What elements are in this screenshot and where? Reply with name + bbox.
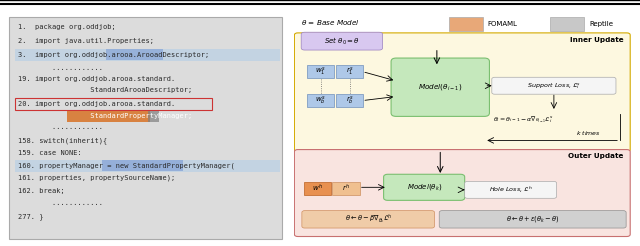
FancyBboxPatch shape <box>102 160 183 171</box>
Text: Set $\theta_0 = \theta$: Set $\theta_0 = \theta$ <box>324 35 360 47</box>
Text: $w_1^s$: $w_1^s$ <box>316 65 326 77</box>
Text: 1.  package org.oddjob;: 1. package org.oddjob; <box>18 24 115 30</box>
FancyBboxPatch shape <box>9 17 282 239</box>
Text: $\theta_i = \theta_{i-1} - \alpha \nabla_{\theta_{i-1}} \mathcal{L}_i^s$: $\theta_i = \theta_{i-1} - \alpha \nabla… <box>493 114 553 125</box>
Text: 160. propertyManager = new StandardPropertyManager(: 160. propertyManager = new StandardPrope… <box>18 162 234 169</box>
Text: Reptile: Reptile <box>589 21 614 27</box>
FancyBboxPatch shape <box>332 182 360 195</box>
Text: Outer Update: Outer Update <box>568 153 623 159</box>
Text: 277. }: 277. } <box>18 214 43 220</box>
FancyBboxPatch shape <box>15 160 280 171</box>
Text: $w^h$: $w^h$ <box>312 183 323 194</box>
Text: $\theta \leftarrow \theta + \epsilon(\theta_k - \theta)$: $\theta \leftarrow \theta + \epsilon(\th… <box>506 214 559 224</box>
Text: 158. switch(inherit){: 158. switch(inherit){ <box>18 137 107 144</box>
FancyBboxPatch shape <box>383 174 465 200</box>
FancyBboxPatch shape <box>302 211 435 228</box>
FancyBboxPatch shape <box>301 32 383 50</box>
Text: $Model(\theta_{i-1})$: $Model(\theta_{i-1})$ <box>418 82 462 92</box>
Text: $r^h$: $r^h$ <box>342 183 350 194</box>
FancyBboxPatch shape <box>307 94 335 107</box>
FancyBboxPatch shape <box>336 65 364 78</box>
Text: $Model(\theta_k)$: $Model(\theta_k)$ <box>406 182 442 192</box>
FancyBboxPatch shape <box>148 111 159 122</box>
FancyBboxPatch shape <box>307 65 335 78</box>
Text: 162. break;: 162. break; <box>18 188 65 194</box>
FancyBboxPatch shape <box>492 77 616 94</box>
Text: 3.  import org.oddjob.arooa.ArooadDescriptor;: 3. import org.oddjob.arooa.ArooadDescrip… <box>18 52 209 58</box>
Text: 2.  import java.util.Properties;: 2. import java.util.Properties; <box>18 38 154 44</box>
Text: ............: ............ <box>18 200 102 206</box>
Text: 161. properties, propertySourceName);: 161. properties, propertySourceName); <box>18 175 175 181</box>
Text: 159. case NONE:: 159. case NONE: <box>18 150 81 156</box>
Text: StandardPropertyManager;: StandardPropertyManager; <box>18 113 192 119</box>
FancyBboxPatch shape <box>67 111 150 122</box>
Text: $r_1^s$: $r_1^s$ <box>346 65 353 77</box>
FancyBboxPatch shape <box>15 49 280 61</box>
Text: FOMAML: FOMAML <box>488 21 518 27</box>
FancyBboxPatch shape <box>294 33 630 152</box>
Text: $r_b^s$: $r_b^s$ <box>346 95 353 107</box>
Text: Inner Update: Inner Update <box>570 37 623 44</box>
Text: $\theta \leftarrow \theta - \beta \nabla_{\theta_k} \mathcal{L}^h$: $\theta \leftarrow \theta - \beta \nabla… <box>344 213 392 226</box>
Text: $w_b^s$: $w_b^s$ <box>316 95 326 107</box>
Text: ............: ............ <box>18 124 102 130</box>
Text: 20. import org.oddjob.arooa.standard.: 20. import org.oddjob.arooa.standard. <box>18 101 175 107</box>
Text: StandardArooaDescriptor;: StandardArooaDescriptor; <box>18 87 192 93</box>
FancyBboxPatch shape <box>336 94 364 107</box>
FancyBboxPatch shape <box>449 17 483 31</box>
FancyBboxPatch shape <box>294 150 630 236</box>
Text: Support Loss, $\mathcal{L}_i^s$: Support Loss, $\mathcal{L}_i^s$ <box>527 81 581 91</box>
FancyBboxPatch shape <box>391 58 490 116</box>
FancyBboxPatch shape <box>106 49 163 60</box>
FancyBboxPatch shape <box>465 181 557 198</box>
FancyBboxPatch shape <box>439 211 626 228</box>
Text: $k$ times: $k$ times <box>576 129 601 137</box>
Text: 19. import org.oddjob.arooa.standard.: 19. import org.oddjob.arooa.standard. <box>18 76 175 82</box>
Text: ............: ............ <box>18 65 102 71</box>
Text: $\theta$ = Base Model: $\theta$ = Base Model <box>301 18 360 27</box>
Text: Hole Loss, $\mathcal{L}^h$: Hole Loss, $\mathcal{L}^h$ <box>489 185 532 195</box>
FancyBboxPatch shape <box>303 182 331 195</box>
FancyBboxPatch shape <box>550 17 584 31</box>
